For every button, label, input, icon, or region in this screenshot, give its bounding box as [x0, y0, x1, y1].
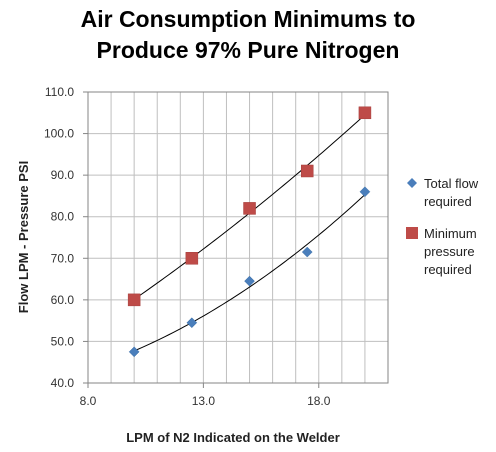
y-tick-label: 80.0 — [51, 210, 75, 224]
data-point-square — [185, 252, 199, 265]
y-tick-label: 50.0 — [51, 334, 75, 348]
data-point-square — [127, 293, 141, 307]
y-tick-label: 90.0 — [51, 168, 75, 182]
y-tick-label: 60.0 — [51, 293, 75, 307]
data-point-diamond — [128, 346, 140, 358]
data-point-square — [300, 164, 314, 178]
chart-title-line-2: Produce 97% Pure Nitrogen — [96, 37, 400, 63]
chart-title-line-1: Air Consumption Minimums to — [80, 6, 416, 32]
data-point-diamond — [301, 246, 313, 258]
y-tick-label: 40.0 — [51, 376, 75, 390]
chart-title: Air Consumption Minimums to Produce 97% … — [0, 4, 496, 66]
y-tick-label: 100.0 — [44, 127, 74, 141]
legend-label-line: required — [424, 194, 472, 209]
data-point-diamond — [186, 317, 198, 329]
x-tick-label: 18.0 — [307, 394, 331, 408]
legend: Total flow required Minimum pressure require… — [406, 176, 479, 277]
y-axis-title: Flow LPM - Pressure PSI — [16, 161, 31, 313]
x-tick-label: 8.0 — [80, 394, 97, 408]
legend-label-line: required — [424, 262, 472, 277]
trendline-series-1 — [133, 194, 366, 352]
legend-marker-square — [406, 227, 418, 239]
legend-marker-diamond — [407, 178, 417, 188]
legend-label-line: pressure — [424, 244, 475, 259]
plot-border — [87, 91, 389, 384]
plot-area: 8.0 13.0 18.0 40.0 50.0 60.0 70.0 80.0 90.0 100.0… — [44, 85, 389, 408]
data-point-square — [358, 106, 372, 120]
data-point-diamond — [359, 186, 371, 198]
legend-label-line: Minimum — [424, 226, 477, 241]
y-tick-label: 110.0 — [45, 85, 74, 99]
y-tick-label: 70.0 — [51, 251, 75, 265]
x-axis-title: LPM of N2 Indicated on the Welder — [126, 430, 340, 445]
x-tick-label: 13.0 — [192, 394, 216, 408]
legend-label-line: Total flow — [424, 176, 479, 191]
data-point-square — [243, 202, 256, 215]
data-point-diamond — [244, 275, 255, 287]
